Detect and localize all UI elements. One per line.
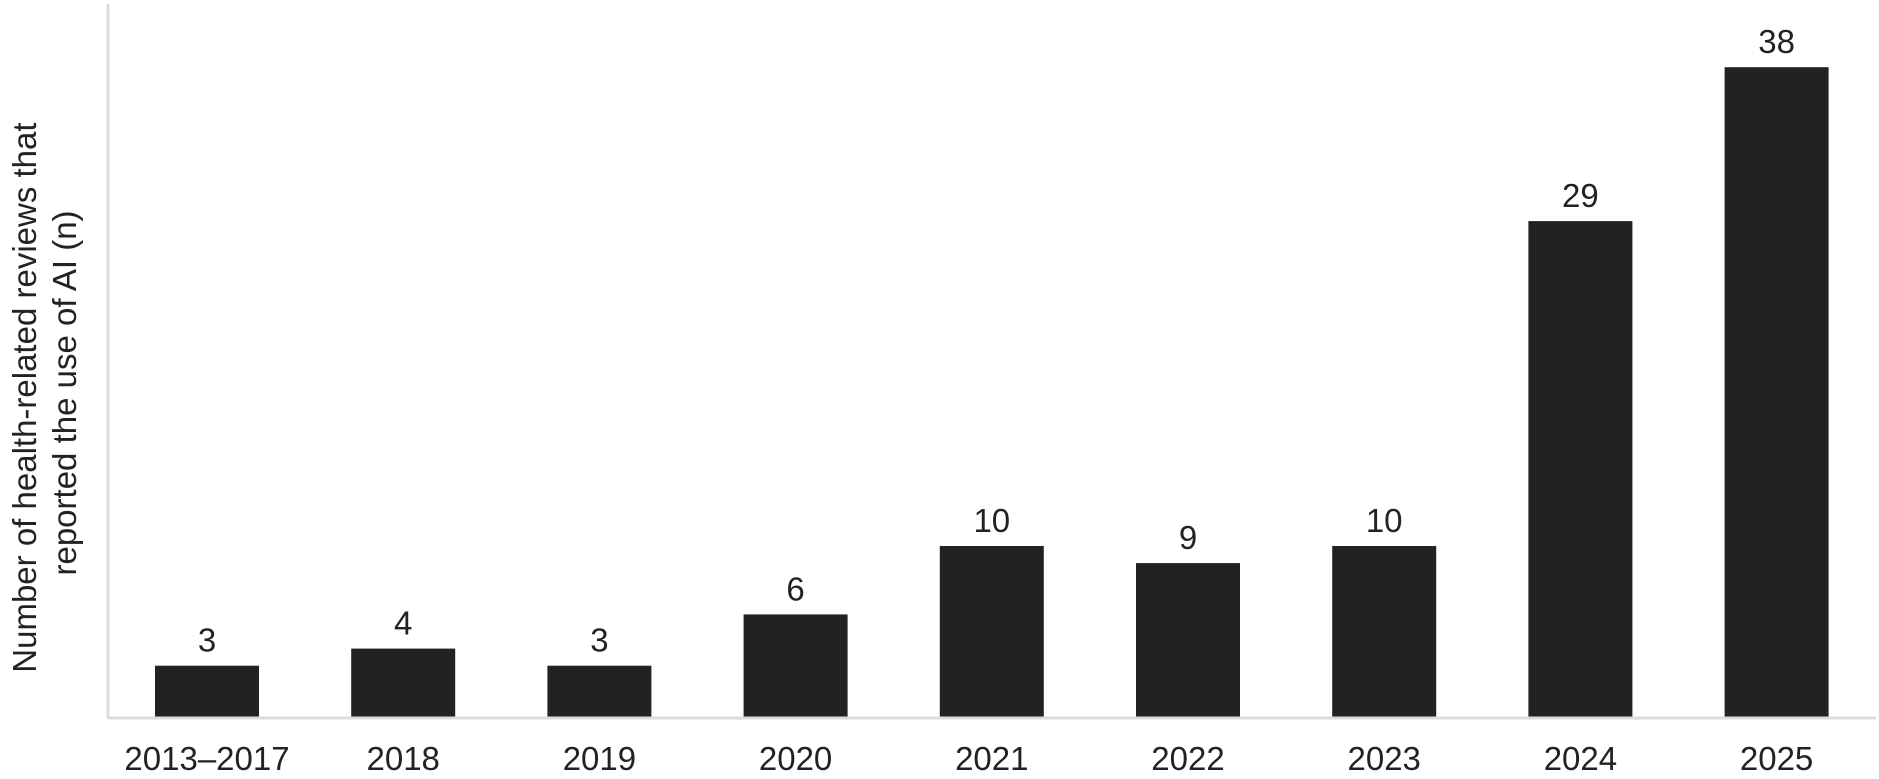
bar-3 <box>547 665 652 717</box>
x-tick-labels-group: 2013–2017 2018 2019 2020 2021 2022 2023 2024 202… <box>124 740 1813 777</box>
value-label-2: 4 <box>394 605 412 642</box>
y-axis-title-line-2: reported the use of AI (n) <box>46 210 83 575</box>
bar-6 <box>1136 563 1240 717</box>
value-labels-group: 3 4 3 6 10 9 10 29 38 <box>198 23 1795 659</box>
bar-5 <box>939 546 1044 717</box>
value-label-5: 10 <box>973 502 1010 539</box>
x-tick-label-8: 2024 <box>1544 740 1617 777</box>
value-label-6: 9 <box>1179 519 1197 556</box>
bar-2 <box>351 648 456 717</box>
value-label-7: 10 <box>1366 502 1403 539</box>
y-axis-title: Number of health-related reviews that re… <box>6 113 83 672</box>
x-tick-label-4: 2020 <box>759 740 832 777</box>
x-tick-label-7: 2023 <box>1347 740 1420 777</box>
x-tick-label-3: 2019 <box>563 740 636 777</box>
value-label-3: 3 <box>590 622 608 659</box>
bar-1 <box>155 665 259 717</box>
x-tick-label-1: 2013–2017 <box>124 740 289 777</box>
x-tick-label-9: 2025 <box>1740 740 1813 777</box>
bar-4 <box>743 614 848 717</box>
value-label-4: 6 <box>786 570 804 607</box>
bars-group <box>155 67 1829 717</box>
y-axis-title-line-1: Number of health-related reviews that <box>6 122 43 672</box>
value-label-1: 3 <box>198 622 216 659</box>
x-tick-label-6: 2022 <box>1151 740 1224 777</box>
x-tick-label-5: 2021 <box>955 740 1028 777</box>
bar-9 <box>1724 67 1829 717</box>
bar-7 <box>1332 546 1437 717</box>
value-label-9: 38 <box>1758 23 1795 60</box>
x-tick-label-2: 2018 <box>366 740 439 777</box>
bar-8 <box>1528 221 1633 717</box>
value-label-8: 29 <box>1562 177 1599 214</box>
